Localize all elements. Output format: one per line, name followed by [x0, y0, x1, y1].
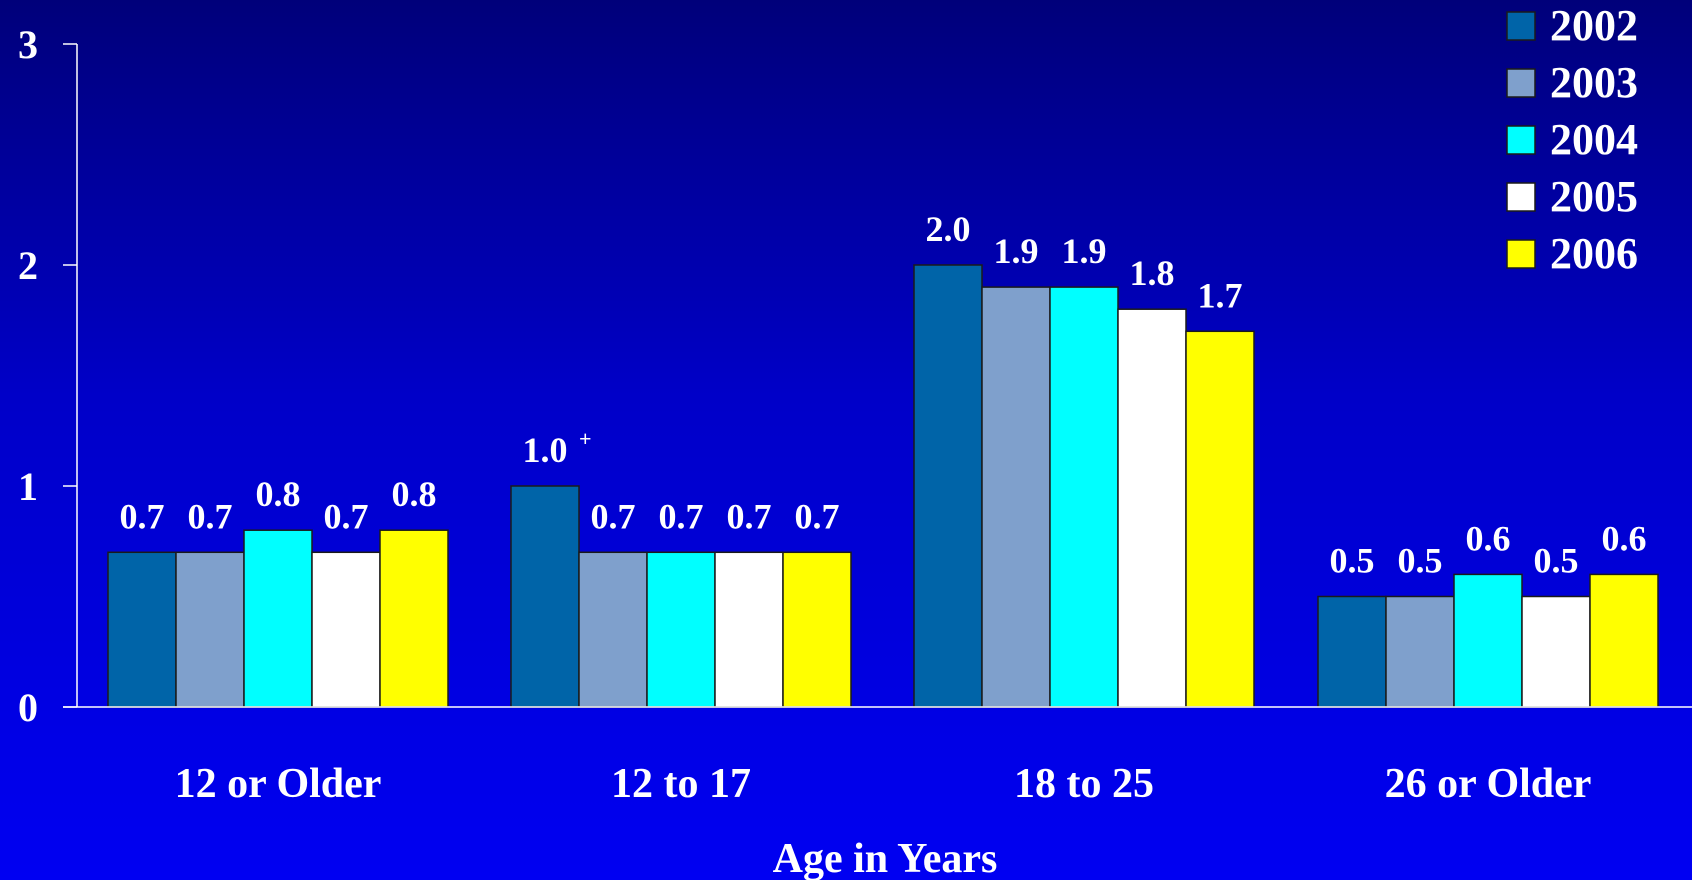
bar-value-label: 0.8	[256, 474, 301, 514]
legend-swatch-2005	[1506, 182, 1536, 212]
bar-value-label: 0.7	[727, 496, 772, 536]
bar-value-label: 1.9	[994, 231, 1039, 271]
y-tick-label: 0	[18, 685, 38, 730]
bar-value-label: 0.5	[1534, 541, 1579, 581]
bar-2002-0	[107, 551, 177, 708]
bar-2005-2	[1117, 308, 1187, 708]
bar-2005-1	[714, 551, 784, 708]
legend-swatch-2004	[1506, 125, 1536, 155]
legend-label-2004: 2004	[1550, 115, 1638, 164]
x-axis-category-labels: 12 or Older 12 to 17 18 to 25 26 or Older	[175, 761, 1592, 807]
y-tick-label: 1	[18, 464, 38, 509]
legend-label-2003: 2003	[1550, 58, 1638, 107]
bar-value-label: 1.9	[1062, 231, 1107, 271]
legend-label-2002: 2002	[1550, 1, 1638, 50]
legend-label-2005: 2005	[1550, 172, 1638, 221]
bar-value-label: 0.5	[1330, 541, 1375, 581]
bar-2006-0	[379, 529, 449, 708]
x-category-label: 12 or Older	[175, 761, 382, 807]
bar-value-label: 0.5	[1398, 541, 1443, 581]
legend-swatch-2002	[1506, 11, 1536, 41]
bar-2002-1	[510, 485, 580, 708]
bar-2006-2	[1185, 330, 1255, 708]
bar-value-label: 0.7	[795, 496, 840, 536]
bar-2004-3	[1453, 573, 1523, 708]
bar-2004-1	[646, 551, 716, 708]
bar-value-label: 0.7	[120, 496, 165, 536]
bar-2003-2	[981, 286, 1051, 708]
bar-2004-2	[1049, 286, 1119, 708]
bar-value-label: 1.8	[1130, 253, 1175, 293]
bar-2005-3	[1521, 595, 1591, 708]
legend-swatch-2003	[1506, 68, 1536, 98]
bar-value-label: 0.7	[659, 496, 704, 536]
bar-2002-3	[1317, 595, 1387, 708]
bar-value-label: 1.0	[523, 430, 568, 470]
bar-value-label: 0.7	[188, 496, 233, 536]
x-category-label: 12 to 17	[611, 761, 751, 807]
bar-2006-1	[782, 551, 852, 708]
bar-2003-0	[175, 551, 245, 708]
significance-marker: +	[579, 426, 592, 451]
bars-group	[107, 264, 1659, 708]
y-tick-label: 3	[18, 22, 38, 67]
legend-swatch-2006	[1506, 239, 1536, 269]
bar-value-label: 0.7	[591, 496, 636, 536]
x-category-label: 18 to 25	[1014, 761, 1154, 807]
x-category-label: 26 or Older	[1385, 761, 1592, 807]
bar-2002-2	[913, 264, 983, 708]
y-axis-ticks: 0 1 2 3	[18, 22, 77, 730]
bar-value-label: 0.7	[324, 496, 369, 536]
bar-value-label: 0.6	[1466, 518, 1511, 558]
bar-value-label: 1.7	[1198, 275, 1243, 315]
bar-2003-1	[578, 551, 648, 708]
bar-2004-0	[243, 529, 313, 708]
bar-2006-3	[1589, 573, 1659, 708]
bar-value-label: 2.0	[926, 209, 971, 249]
bar-2003-3	[1385, 595, 1455, 708]
bar-value-labels: 0.7 0.7 0.8 0.7 0.8 1.0 +0.7 0.7 0.7 0.7 2.0 1.9 1.9…	[120, 209, 1647, 581]
bar-2005-0	[311, 551, 381, 708]
y-tick-label: 2	[18, 243, 38, 288]
legend: 2002 2003 2004 2005 2006	[1506, 1, 1638, 278]
legend-label-2006: 2006	[1550, 229, 1638, 278]
x-axis-title: Age in Years	[773, 836, 998, 880]
bar-value-label: 0.8	[392, 474, 437, 514]
bar-value-label: 0.6	[1602, 518, 1647, 558]
